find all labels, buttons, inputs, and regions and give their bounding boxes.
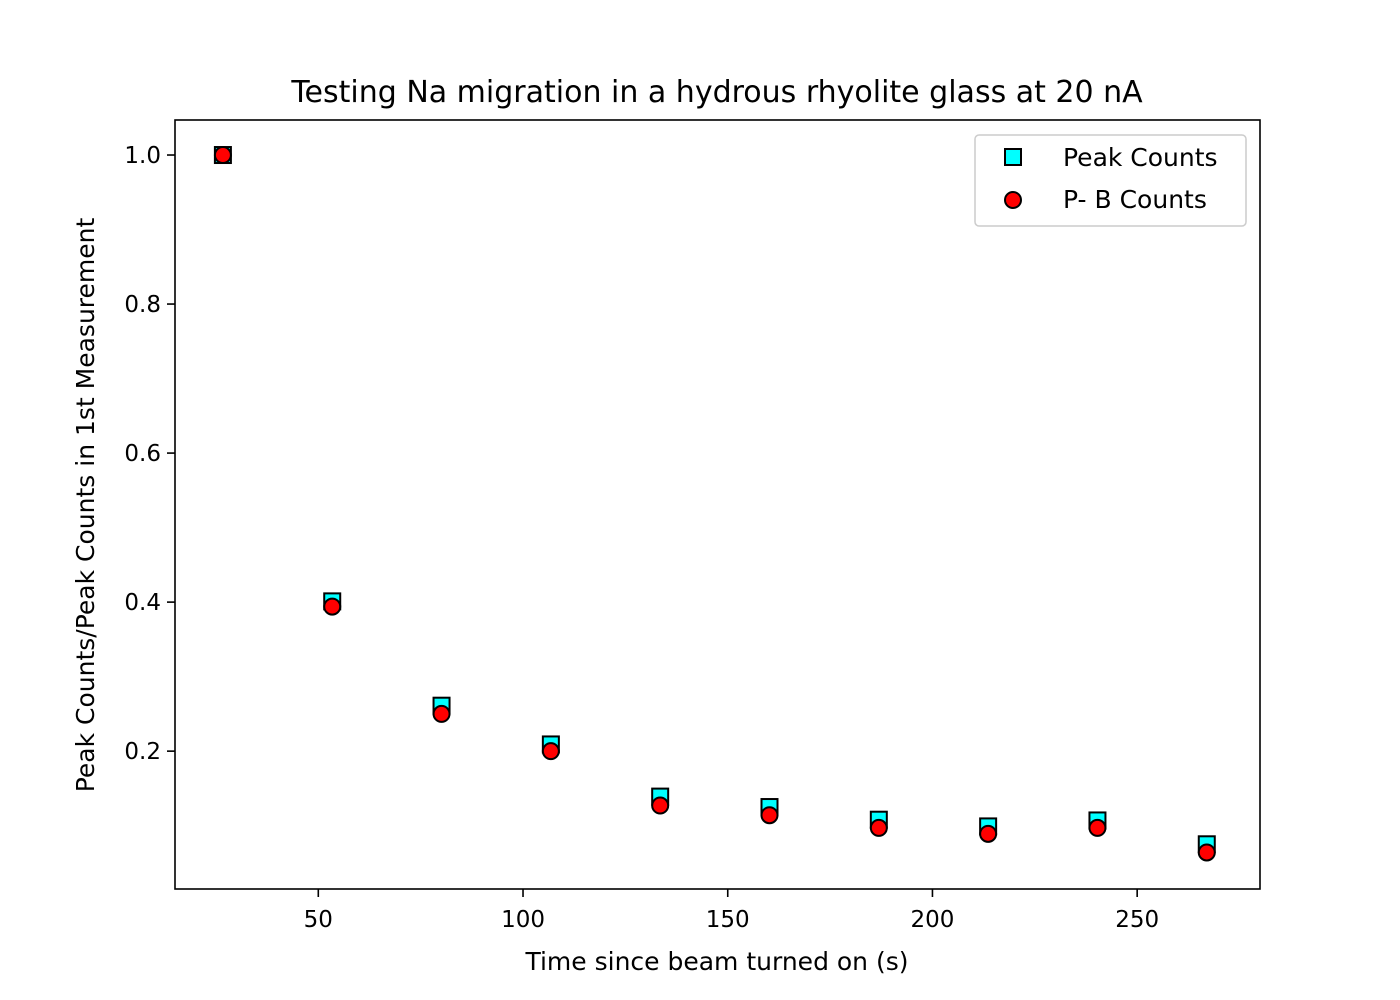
y-tick-label: 0.2 <box>124 739 161 765</box>
legend-label-p-b-counts: P- B Counts <box>1063 185 1207 214</box>
point-p-b-counts <box>323 597 342 616</box>
point-p-b-counts <box>760 806 779 825</box>
data-points <box>213 146 1216 862</box>
point-p-b-counts <box>651 796 670 815</box>
x-tick-label: 50 <box>304 907 333 933</box>
point-p-b-counts <box>213 146 232 165</box>
legend-label-peak-counts: Peak Counts <box>1063 143 1218 172</box>
x-tick-label: 100 <box>501 907 545 933</box>
y-axis-ticks: 0.2 0.4 0.6 0.8 1.0 <box>124 143 175 765</box>
point-p-b-counts <box>432 704 451 723</box>
plot-frame <box>174 119 1261 890</box>
x-tick-label: 200 <box>910 907 954 933</box>
x-tick-label: 150 <box>706 907 750 933</box>
legend-box <box>974 134 1247 227</box>
y-tick-label: 0.4 <box>124 590 161 616</box>
y-tick-label: 0.6 <box>124 441 161 467</box>
legend-marker-p-b-counts <box>1004 191 1022 209</box>
legend-marker-peak-counts <box>1004 148 1022 166</box>
x-tick-label: 250 <box>1115 907 1159 933</box>
y-tick-label: 1.0 <box>124 143 161 169</box>
point-p-b-counts <box>1088 818 1107 837</box>
x-axis-label: Time since beam turned on (s) <box>524 947 908 976</box>
x-axis-ticks: 50 100 150 200 250 <box>304 889 1159 933</box>
point-p-b-counts <box>1197 843 1216 862</box>
y-tick-label: 0.8 <box>124 292 161 318</box>
chart-title: Testing Na migration in a hydrous rhyoli… <box>290 75 1143 110</box>
legend: Peak Counts P- B Counts <box>974 134 1247 227</box>
point-p-b-counts <box>541 742 560 761</box>
point-p-b-counts <box>979 824 998 843</box>
y-axis-label: Peak Counts/Peak Counts in 1st Measureme… <box>71 218 100 793</box>
point-p-b-counts <box>869 818 888 837</box>
